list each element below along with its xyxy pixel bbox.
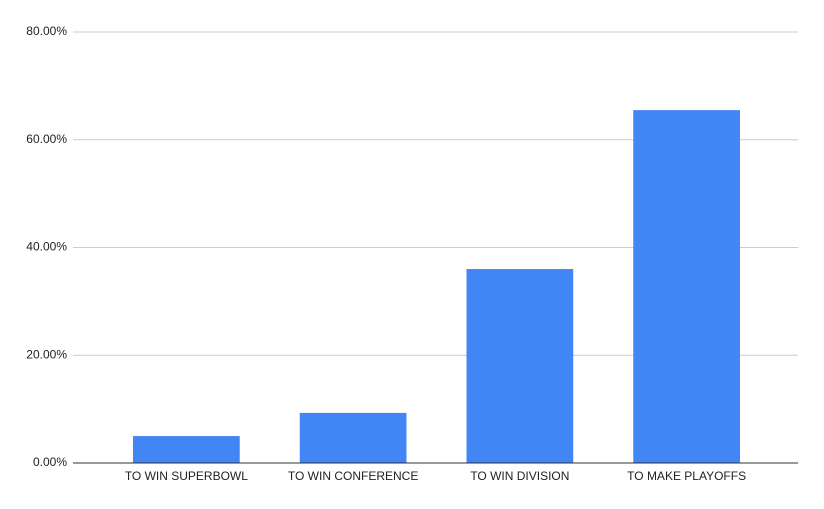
bar xyxy=(299,412,407,463)
x-tick-label: TO WIN SUPERBOWL xyxy=(125,469,248,483)
bar xyxy=(633,110,740,464)
y-tick-label: 60.00% xyxy=(26,132,67,146)
y-tick-label: 40.00% xyxy=(26,240,67,254)
x-tick-label: TO WIN CONFERENCE xyxy=(288,469,418,483)
y-tick-label: 0.00% xyxy=(33,455,67,469)
y-tick-label: 80.00% xyxy=(26,24,67,38)
bar xyxy=(466,269,574,463)
x-tick-label: TO WIN DIVISION xyxy=(470,469,569,483)
bar xyxy=(133,436,240,463)
y-tick-label: 20.00% xyxy=(26,347,67,361)
x-tick-label: TO MAKE PLAYOFFS xyxy=(627,469,746,483)
